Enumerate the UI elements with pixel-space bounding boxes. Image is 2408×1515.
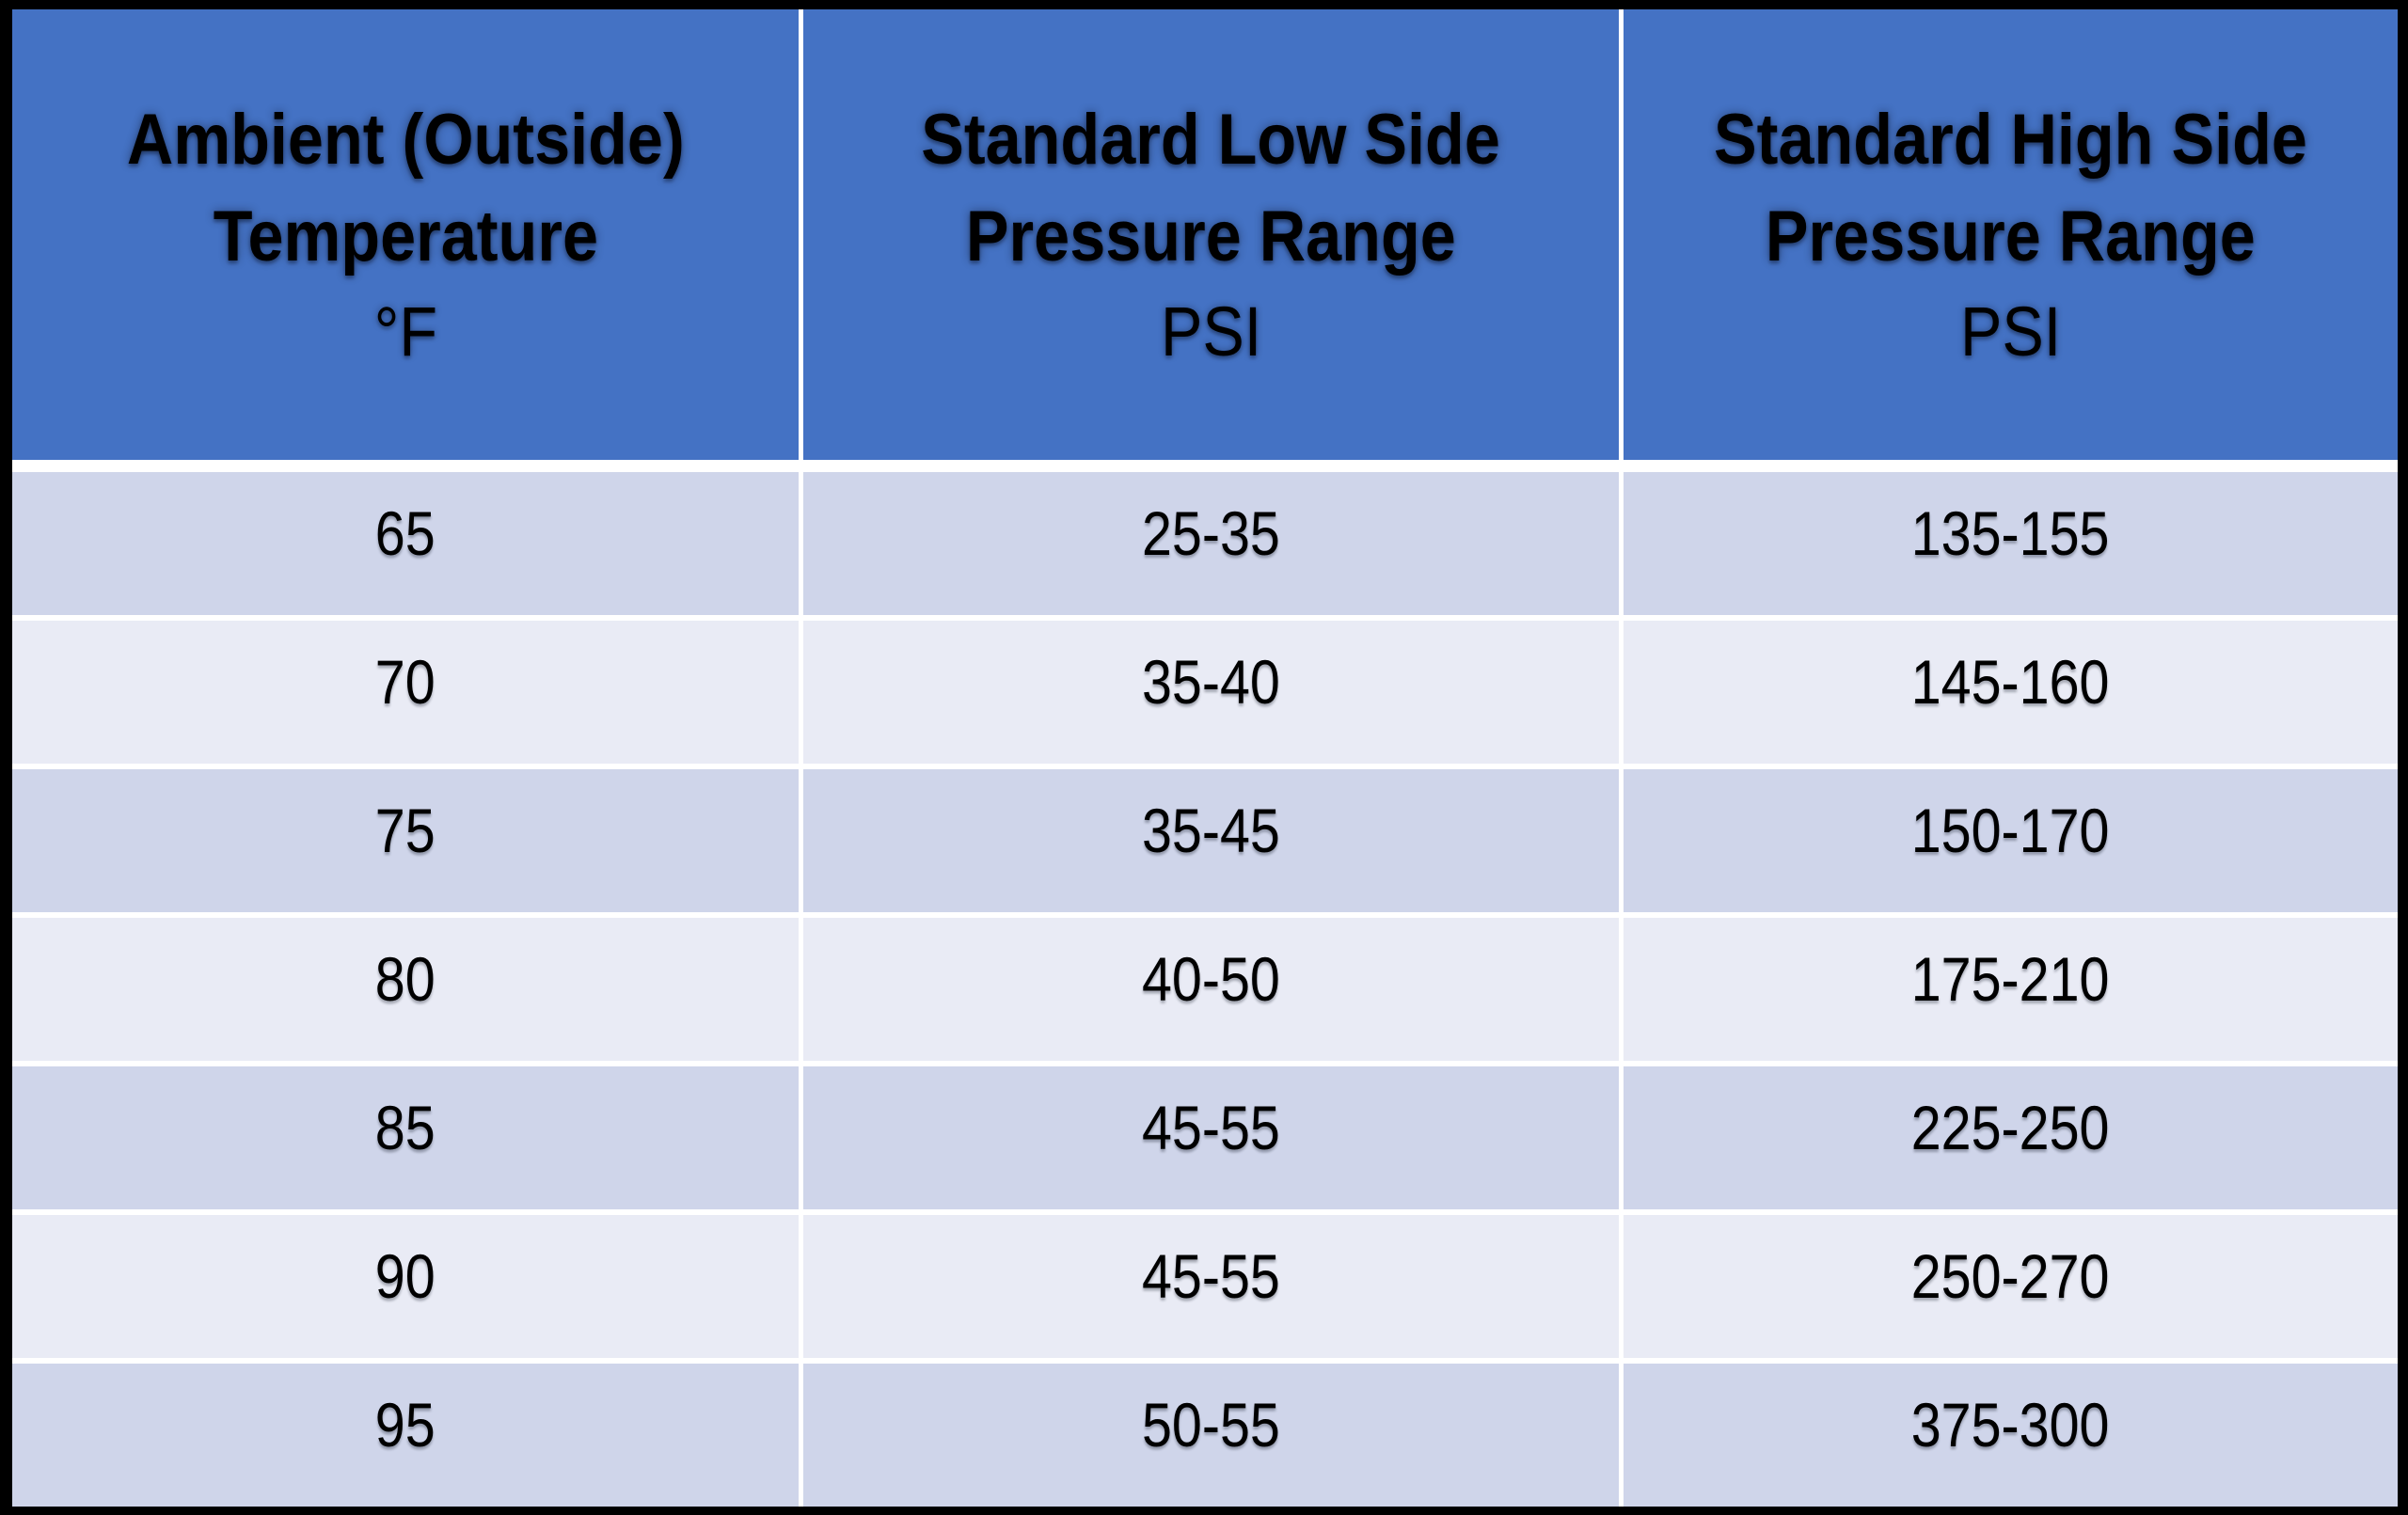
table-cell-temperature: 65 bbox=[12, 472, 800, 615]
table-cell-high-side: 145-160 bbox=[1623, 621, 2398, 764]
cell-value: 70 bbox=[375, 647, 436, 717]
pressure-temperature-table: Ambient (Outside) Temperature °F Standar… bbox=[12, 9, 2398, 1507]
header-title-line: Standard Low Side bbox=[921, 99, 1501, 180]
table-header-row: Ambient (Outside) Temperature °F Standar… bbox=[12, 9, 2398, 460]
table-cell-high-side: 250-270 bbox=[1623, 1215, 2398, 1358]
cell-value: 150-170 bbox=[1910, 796, 2110, 865]
table-cell-low-side: 35-45 bbox=[803, 769, 1619, 912]
cell-value: 65 bbox=[375, 498, 436, 568]
table-row: 95 50-55 375-300 bbox=[12, 1364, 2398, 1507]
header-title-line: Pressure Range bbox=[965, 196, 1456, 276]
cell-value: 45-55 bbox=[1141, 1241, 1280, 1311]
cell-value: 85 bbox=[375, 1093, 436, 1162]
header-cell-high-side-pressure: Standard High Side Pressure Range PSI bbox=[1623, 9, 2398, 460]
header-title-line: Temperature bbox=[213, 196, 598, 276]
table-cell-temperature: 75 bbox=[12, 769, 800, 912]
cell-value: 35-45 bbox=[1141, 796, 1280, 865]
table-cell-high-side: 225-250 bbox=[1623, 1066, 2398, 1209]
cell-value: 45-55 bbox=[1141, 1093, 1280, 1162]
header-title-line: Ambient (Outside) bbox=[126, 99, 685, 180]
cell-value: 35-40 bbox=[1141, 647, 1280, 717]
cell-value: 135-155 bbox=[1910, 498, 2110, 568]
cell-value: 80 bbox=[375, 944, 436, 1014]
header-title-line: Pressure Range bbox=[1765, 196, 2256, 276]
table-row: 80 40-50 175-210 bbox=[12, 918, 2398, 1061]
table-cell-low-side: 50-55 bbox=[803, 1364, 1619, 1507]
header-unit-label: °F bbox=[373, 292, 437, 371]
table-row: 85 45-55 225-250 bbox=[12, 1066, 2398, 1209]
table-row: 75 35-45 150-170 bbox=[12, 769, 2398, 912]
table-cell-low-side: 45-55 bbox=[803, 1066, 1619, 1209]
table-cell-high-side: 135-155 bbox=[1623, 472, 2398, 615]
table-cell-low-side: 40-50 bbox=[803, 918, 1619, 1061]
cell-value: 250-270 bbox=[1910, 1241, 2110, 1311]
table-cell-low-side: 25-35 bbox=[803, 472, 1619, 615]
header-unit-label: PSI bbox=[1160, 292, 1261, 371]
table-cell-temperature: 90 bbox=[12, 1215, 800, 1358]
cell-value: 225-250 bbox=[1910, 1093, 2110, 1162]
cell-value: 75 bbox=[375, 796, 436, 865]
header-cell-ambient-temperature: Ambient (Outside) Temperature °F bbox=[12, 9, 800, 460]
table-cell-low-side: 45-55 bbox=[803, 1215, 1619, 1358]
header-cell-low-side-pressure: Standard Low Side Pressure Range PSI bbox=[803, 9, 1619, 460]
table-cell-temperature: 80 bbox=[12, 918, 800, 1061]
cell-value: 25-35 bbox=[1141, 498, 1280, 568]
cell-value: 50-55 bbox=[1141, 1390, 1280, 1460]
table-cell-high-side: 150-170 bbox=[1623, 769, 2398, 912]
table-body: 65 25-35 135-155 70 35-40 145-160 75 35-… bbox=[12, 472, 2398, 1507]
cell-value: 40-50 bbox=[1141, 944, 1280, 1014]
table-cell-low-side: 35-40 bbox=[803, 621, 1619, 764]
table-row: 90 45-55 250-270 bbox=[12, 1215, 2398, 1358]
header-unit-label: PSI bbox=[1959, 292, 2061, 371]
cell-value: 95 bbox=[375, 1390, 436, 1460]
table-cell-temperature: 70 bbox=[12, 621, 800, 764]
cell-value: 145-160 bbox=[1910, 647, 2110, 717]
cell-value: 375-300 bbox=[1910, 1390, 2110, 1460]
table-row: 70 35-40 145-160 bbox=[12, 621, 2398, 764]
table-cell-temperature: 95 bbox=[12, 1364, 800, 1507]
table-cell-temperature: 85 bbox=[12, 1066, 800, 1209]
header-title-line: Standard High Side bbox=[1713, 99, 2307, 180]
table-cell-high-side: 175-210 bbox=[1623, 918, 2398, 1061]
cell-value: 175-210 bbox=[1910, 944, 2110, 1014]
table-row: 65 25-35 135-155 bbox=[12, 472, 2398, 615]
table-cell-high-side: 375-300 bbox=[1623, 1364, 2398, 1507]
cell-value: 90 bbox=[375, 1241, 436, 1311]
